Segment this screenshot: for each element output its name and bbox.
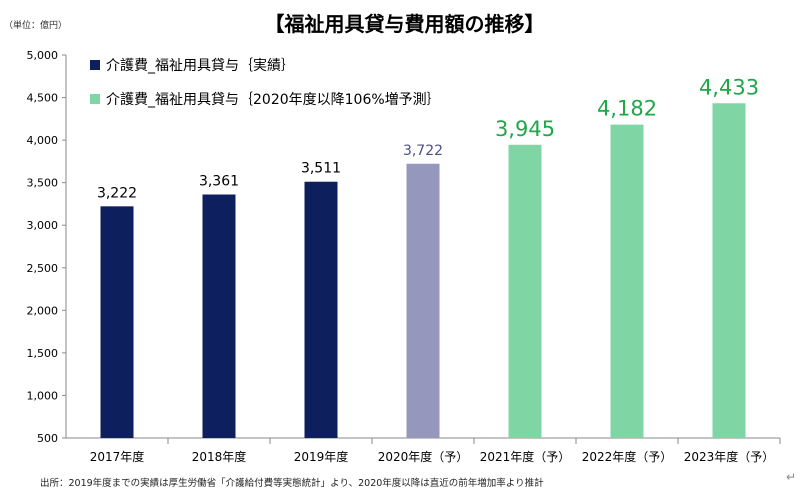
legend-label-actual: 介護費_福祉用具貸与｛実績｝ (106, 58, 295, 74)
bar-value-label: 3,945 (495, 117, 555, 141)
return-arrow-icon: ↵ (786, 470, 797, 484)
y-tick-label: 2,000 (27, 304, 59, 317)
bar-5 (610, 124, 644, 439)
bar-value-label: 3,511 (301, 161, 341, 177)
unit-label: （単位：億円） (4, 21, 68, 31)
x-tick-label: 2023年度（予） (684, 449, 775, 464)
y-tick-label: 1,500 (27, 347, 59, 360)
bar-value-label: 4,433 (699, 75, 759, 99)
x-tick-label: 2018年度 (192, 449, 247, 464)
axis-layer: 500 1,000 1,500 2,000 2,500 3,000 3,500 4,000 4,… (27, 49, 781, 464)
bars-layer: 3,222 3,361 3,511 3,722 3,945 4,182 4,433 (97, 75, 759, 439)
bar-1 (202, 194, 236, 438)
y-tick-label: 3,500 (27, 177, 59, 190)
y-tick-label: 4,500 (27, 92, 59, 105)
y-tick-label: 4,000 (27, 134, 59, 147)
y-tick-label: 1,000 (27, 389, 59, 402)
bar-3 (406, 163, 440, 438)
legend-swatch-forecast (90, 94, 100, 104)
legend-label-forecast: 介護費_福祉用具貸与｛2020年度以降106%増予測｝ (106, 92, 441, 108)
chart-title: 【福祉用具貸与費用額の推移】 (264, 12, 545, 36)
x-tick-label: 2017年度 (90, 449, 145, 464)
x-tick-label: 2020年度（予） (378, 449, 469, 464)
bar-4 (508, 144, 542, 438)
y-tick-label: 3,000 (27, 219, 59, 232)
legend-swatch-actual (90, 60, 100, 70)
x-tick-label: 2022年度（予） (582, 449, 673, 464)
bar-2 (304, 181, 338, 438)
bar-0 (100, 206, 134, 438)
y-tick-label: 500 (37, 432, 58, 445)
source-footnote: 出所：2019年度までの実績は厚生労働省「介護給付費等実態統計」より、2020年… (40, 478, 544, 489)
y-tick-label: 2,500 (27, 262, 59, 275)
bar-6 (712, 103, 746, 439)
bar-value-label: 4,182 (597, 97, 657, 121)
x-tick-label: 2021年度（予） (480, 449, 571, 464)
bar-value-label: 3,222 (97, 185, 137, 201)
bar-value-label: 3,722 (403, 143, 443, 159)
y-tick-label: 5,000 (27, 49, 59, 62)
x-tick-label: 2019年度 (294, 449, 349, 464)
bar-value-label: 3,361 (199, 173, 239, 189)
legend: 介護費_福祉用具貸与｛実績｝ 介護費_福祉用具貸与｛2020年度以降106%増予… (90, 58, 441, 108)
